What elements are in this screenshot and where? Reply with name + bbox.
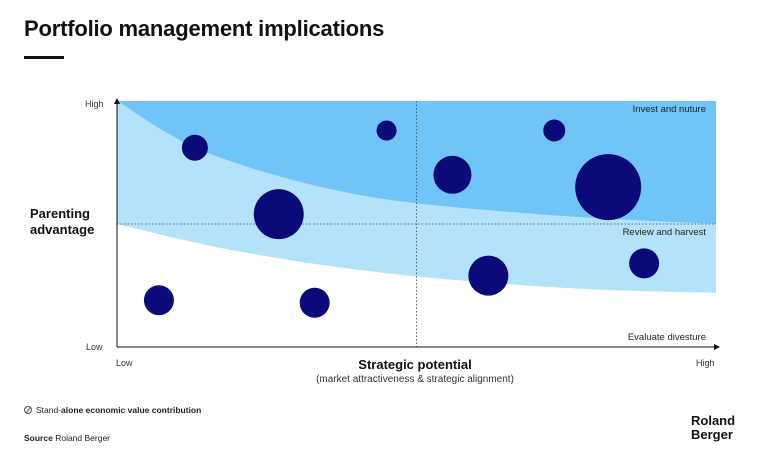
legend: Stand-alone economic value contribution [24, 405, 201, 415]
bubbles-group [143, 119, 660, 318]
bubble-4 [299, 287, 330, 318]
zone-label-review: Review and harvest [622, 227, 706, 238]
legend-text: Stand-alone economic value contribution [36, 405, 202, 415]
bubble-10 [629, 248, 660, 279]
y-tick-low: Low [86, 342, 103, 352]
zone-review-area [117, 101, 716, 293]
y-axis-label: Parenting advantage [30, 206, 95, 237]
bubble-2 [253, 189, 304, 240]
bubble-5 [376, 120, 397, 141]
stand-alone-value-icon [24, 406, 32, 414]
bubble-6 [433, 155, 472, 194]
y-tick-high: High [85, 99, 104, 109]
source-value: Roland Berger [55, 433, 111, 443]
x-tick-high: High [696, 358, 715, 368]
zone-label-divest: Evaluate divesture [627, 332, 706, 343]
x-axis-label: Strategic potential [358, 357, 472, 372]
page-title: Portfolio management implications [24, 16, 385, 41]
bubble-7 [468, 255, 509, 296]
bubble-9 [575, 154, 642, 221]
source-note: Source Roland Berger [24, 433, 110, 443]
zone-label-invest: Invest and nuture [632, 104, 706, 115]
x-tick-low: Low [116, 358, 133, 368]
bubble-8 [543, 119, 566, 142]
title-underline [24, 56, 64, 59]
y-axis-arrow [114, 98, 120, 104]
x-axis-arrow [714, 344, 720, 350]
source-label: Source [24, 433, 53, 443]
bubble-3 [143, 285, 174, 316]
zone-invest-area [117, 101, 716, 224]
x-axis-sublabel: (market attractiveness & strategic align… [316, 374, 514, 385]
roland-berger-logo: Roland Berger [691, 413, 736, 442]
bubble-1 [181, 134, 208, 161]
